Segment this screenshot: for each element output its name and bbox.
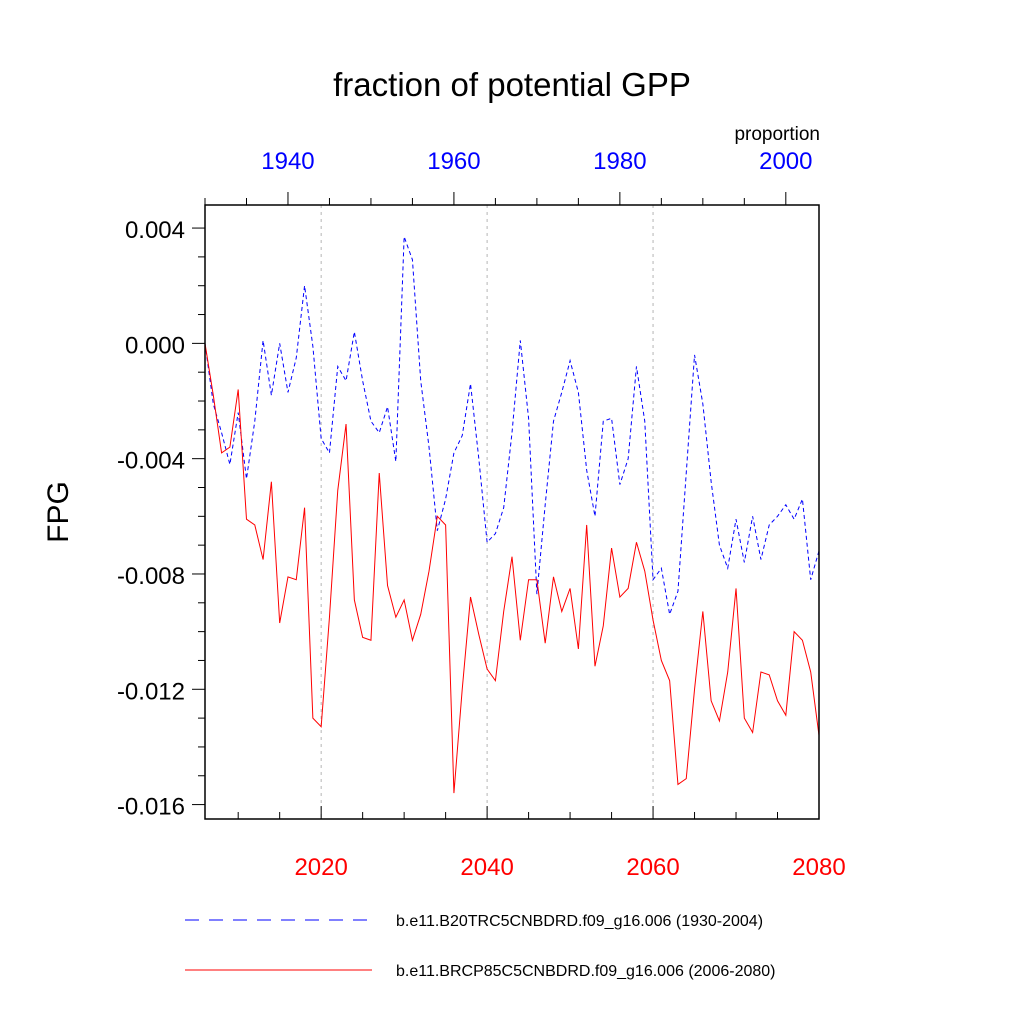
units-label: proportion bbox=[734, 124, 820, 145]
y-tick-label--0.004: -0.004 bbox=[117, 448, 185, 475]
top-tick-label-1980: 1980 bbox=[593, 148, 646, 175]
top-tick-label-1940: 1940 bbox=[261, 148, 314, 175]
legend-label-rcp85: b.e11.BRCP85C5CNBDRD.f09_g16.006 (2006-2… bbox=[396, 963, 775, 980]
y-tick-label--0.008: -0.008 bbox=[117, 563, 185, 590]
bottom-tick-label-2020: 2020 bbox=[294, 854, 347, 881]
bottom-tick-label-2060: 2060 bbox=[626, 854, 679, 881]
y-tick-label--0.016: -0.016 bbox=[117, 794, 185, 821]
chart-title: fraction of potential GPP bbox=[333, 66, 691, 103]
grid-lines bbox=[320, 205, 654, 819]
y-tick-label-0.000: 0.000 bbox=[125, 332, 185, 359]
y-axis-label: FPG bbox=[42, 481, 75, 543]
plot-frame bbox=[204, 204, 820, 820]
top-tick-label-1960: 1960 bbox=[427, 148, 480, 175]
plot-lines bbox=[204, 236, 820, 794]
legend-label-historical: b.e11.B20TRC5CNBDRD.f09_g16.006 (1930-20… bbox=[396, 913, 763, 930]
tick-labels: 0.004 0.000 -0.004 -0.008 -0.012 -0.016 1940 19… bbox=[117, 148, 846, 881]
axis-ticks bbox=[192, 192, 820, 819]
y-tick-label--0.012: -0.012 bbox=[117, 678, 185, 705]
bottom-tick-label-2080: 2080 bbox=[792, 854, 845, 881]
y-tick-label-0.004: 0.004 bbox=[125, 217, 185, 244]
top-tick-label-2000: 2000 bbox=[759, 148, 812, 175]
series-line-historical bbox=[204, 236, 820, 617]
legend: b.e11.B20TRC5CNBDRD.f09_g16.006 (1930-20… bbox=[185, 913, 775, 980]
bottom-tick-label-2040: 2040 bbox=[460, 854, 513, 881]
series-line-rcp85 bbox=[204, 343, 820, 794]
